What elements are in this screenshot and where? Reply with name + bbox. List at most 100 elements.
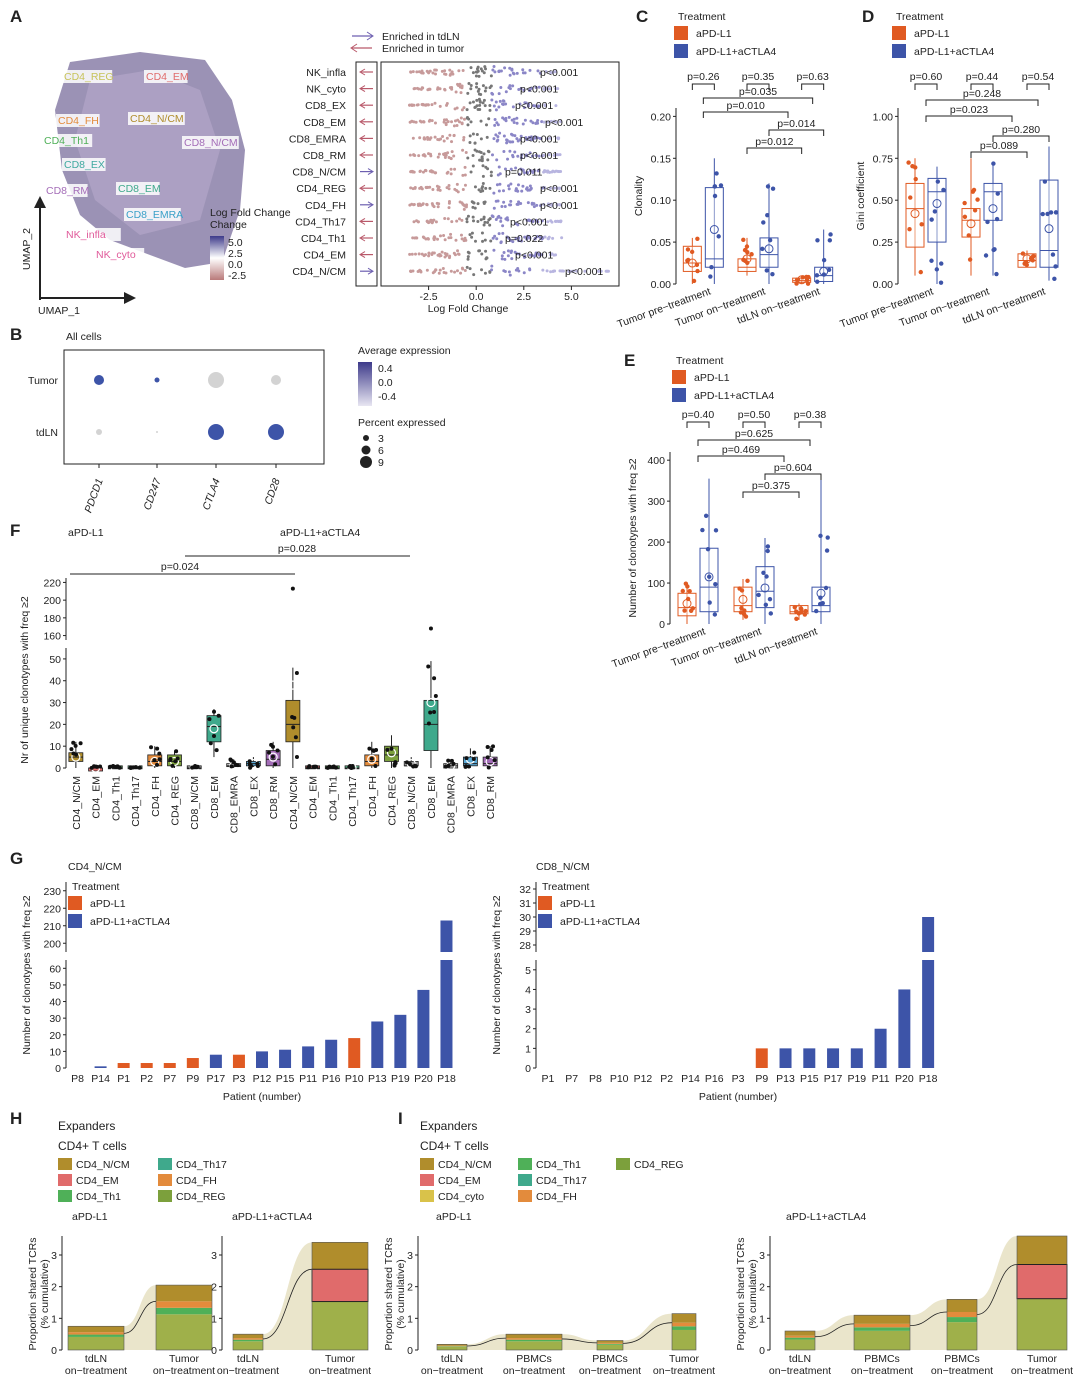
data-point: [967, 257, 973, 262]
pvalue: p=0.023: [950, 104, 988, 116]
treatment-legend-title: Treatment: [72, 881, 120, 893]
data-point: [795, 277, 801, 282]
beeswarm-point: [517, 269, 521, 273]
beeswarm-point: [456, 190, 460, 194]
y-tick: 30: [49, 1013, 61, 1025]
bar-top-segment: [440, 920, 453, 952]
beeswarm-point: [504, 102, 508, 106]
data-point: [685, 247, 691, 252]
pvalue: p=0.012: [755, 136, 793, 148]
stacked-segment: [597, 1344, 623, 1350]
pvalue: p=0.248: [963, 88, 1001, 100]
bar: [803, 1048, 816, 1068]
beeswarm-point: [443, 238, 447, 242]
beeswarm-point: [421, 86, 425, 90]
beeswarm-point: [499, 69, 503, 73]
data-point: [154, 762, 159, 767]
y-tick: 0.05: [651, 237, 672, 249]
beeswarm-point: [519, 156, 523, 160]
umap-label-bg: [124, 208, 181, 221]
beeswarm-point: [471, 100, 475, 104]
y-tick: 0.75: [873, 153, 894, 165]
beeswarm-point: [538, 235, 542, 239]
x-tick: tdLN: [441, 1353, 463, 1365]
legend-label-combo: aPD-L1+aCTLA4: [694, 390, 774, 402]
beeswarm-point: [506, 254, 510, 258]
data-point: [718, 183, 724, 188]
category-label: CD4_N/CM: [288, 776, 300, 830]
beeswarm-point: [436, 155, 440, 159]
bar: [94, 1066, 107, 1068]
beeswarm-point: [465, 220, 469, 224]
beeswarm-point: [488, 186, 492, 190]
beeswarm-point: [439, 254, 443, 258]
beeswarm-point: [479, 137, 483, 141]
beeswarm-point: [556, 136, 560, 140]
beeswarm-point: [554, 253, 558, 257]
legend-label: CD4_Th17: [536, 1175, 587, 1187]
data-point: [765, 212, 770, 218]
data-point: [962, 214, 968, 219]
beeswarm-point: [415, 70, 419, 74]
bar: [163, 1063, 176, 1068]
beeswarm-point: [533, 136, 537, 140]
data-point: [694, 262, 700, 268]
beeswarm-point: [495, 183, 499, 187]
data-point: [929, 217, 934, 222]
group-label-apd: aPD-L1: [68, 527, 104, 539]
y-tick: 230: [43, 886, 61, 898]
beeswarm-point: [543, 104, 547, 108]
beeswarm-point: [497, 189, 501, 193]
beeswarm-point: [514, 222, 518, 226]
pvalue: p=0.38: [794, 409, 827, 421]
beeswarm-point: [512, 121, 516, 125]
beeswarm-point: [475, 133, 479, 137]
beeswarm-point: [475, 82, 479, 86]
beeswarm-point: [597, 269, 601, 273]
data-point: [78, 741, 83, 746]
data-point: [918, 269, 923, 275]
data-point: [293, 735, 298, 740]
beeswarm-point: [481, 84, 485, 88]
beeswarm-point: [507, 115, 511, 119]
stacked-segment: [68, 1326, 124, 1333]
legend-label: CD4_Th1: [536, 1159, 581, 1171]
data-point: [173, 759, 178, 764]
flow-outline: [814, 1323, 855, 1338]
beeswarm-point: [427, 254, 431, 258]
beeswarm-point: [463, 183, 467, 187]
umap-x-label: UMAP_1: [38, 305, 80, 317]
data-point: [821, 272, 827, 277]
category-label: CD8_EM: [209, 776, 221, 819]
beeswarm-point: [456, 249, 460, 253]
beeswarm-point: [470, 231, 474, 235]
beeswarm-point: [441, 134, 445, 138]
y-tick: 3: [211, 1250, 217, 1262]
pvalue: p=0.010: [727, 100, 765, 112]
flow: [623, 1313, 672, 1350]
category-label: CD8_RM: [268, 776, 280, 819]
beeswarm-point: [428, 87, 432, 91]
beeswarm-point: [493, 123, 497, 127]
y-tick: 32: [519, 884, 531, 896]
umap-label: CD4_N/CM: [130, 113, 184, 125]
beeswarm-point: [500, 257, 504, 261]
beeswarm-point: [509, 239, 513, 243]
beeswarm-point: [510, 257, 514, 261]
beeswarm-point: [452, 124, 456, 128]
bar: [755, 1048, 768, 1068]
data-point: [157, 757, 162, 762]
data-point: [432, 710, 437, 715]
data-point: [91, 764, 96, 769]
data-point: [491, 744, 496, 749]
data-point: [407, 761, 412, 766]
data-point: [765, 184, 771, 189]
beeswarm-point: [499, 219, 503, 223]
legend-swatch-apd: [674, 26, 688, 40]
beeswarm-point: [498, 131, 502, 135]
data-point: [1050, 252, 1056, 257]
flow-outline: [909, 1311, 948, 1327]
beeswarm-point: [557, 186, 561, 190]
data-point: [1042, 179, 1048, 184]
beeswarm-point: [448, 254, 452, 258]
